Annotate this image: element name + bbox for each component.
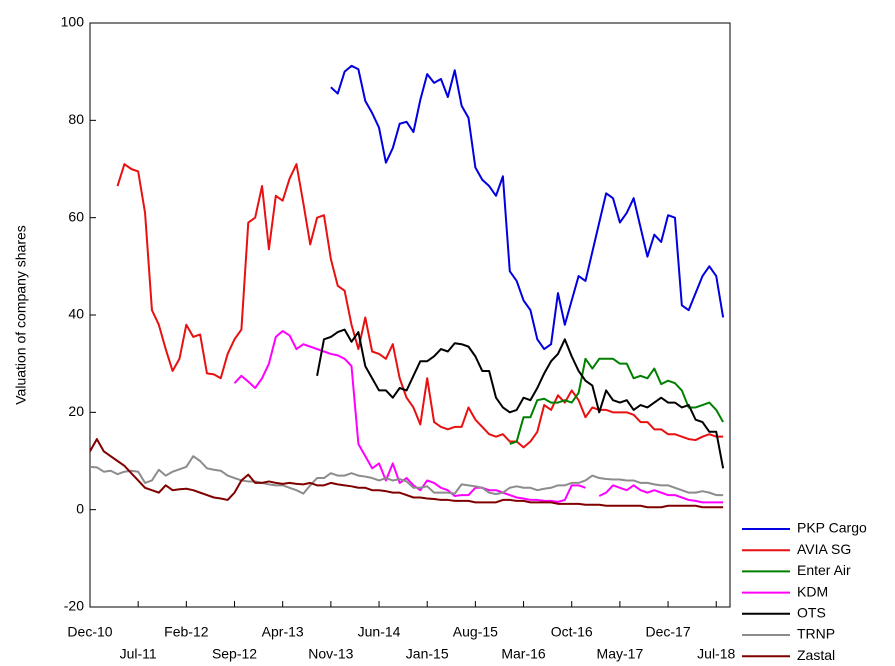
x-tick-label: Mar-16 <box>501 646 546 662</box>
legend-label: OTS <box>797 605 826 621</box>
x-tick-label: Aug-15 <box>453 624 498 640</box>
legend-label: KDM <box>797 583 828 599</box>
x-tick-label: Jul-18 <box>697 646 735 662</box>
series-line <box>89 438 724 509</box>
legend-label: PKP Cargo <box>797 520 867 536</box>
series-line <box>233 330 724 504</box>
y-tick-label: 100 <box>61 14 85 30</box>
series-line <box>316 328 725 469</box>
legend-label: TRNP <box>797 626 835 642</box>
legend-label: Zastal <box>797 647 835 663</box>
series-line <box>330 64 725 351</box>
y-tick-label: 60 <box>68 208 84 224</box>
x-tick-label: Dec-10 <box>67 624 112 640</box>
x-tick-label: Sep-12 <box>212 646 257 662</box>
legend-label: Enter Air <box>797 562 851 578</box>
plot-frame <box>89 22 731 608</box>
y-tick-label: 80 <box>68 111 84 127</box>
y-tick-label: 20 <box>68 403 84 419</box>
x-tick-label: Dec-17 <box>645 624 690 640</box>
x-tick-label: Jan-15 <box>406 646 449 662</box>
series-line <box>89 455 724 497</box>
series-line <box>116 163 724 449</box>
x-tick-label: Apr-13 <box>262 624 304 640</box>
x-tick-label: Oct-16 <box>551 624 593 640</box>
x-tick-label: May-17 <box>597 646 644 662</box>
y-tick-label: 40 <box>68 306 84 322</box>
x-tick-label: Feb-12 <box>164 624 209 640</box>
x-tick-label: Nov-13 <box>308 646 353 662</box>
y-tick-label: -20 <box>64 598 84 614</box>
y-axis-label: Valuation of company shares <box>13 225 29 405</box>
legend-label: AVIA SG <box>797 541 851 557</box>
x-tick-label: Jul-11 <box>120 646 157 662</box>
x-tick-label: Jun-14 <box>358 624 401 640</box>
y-tick-label: 0 <box>76 500 84 516</box>
